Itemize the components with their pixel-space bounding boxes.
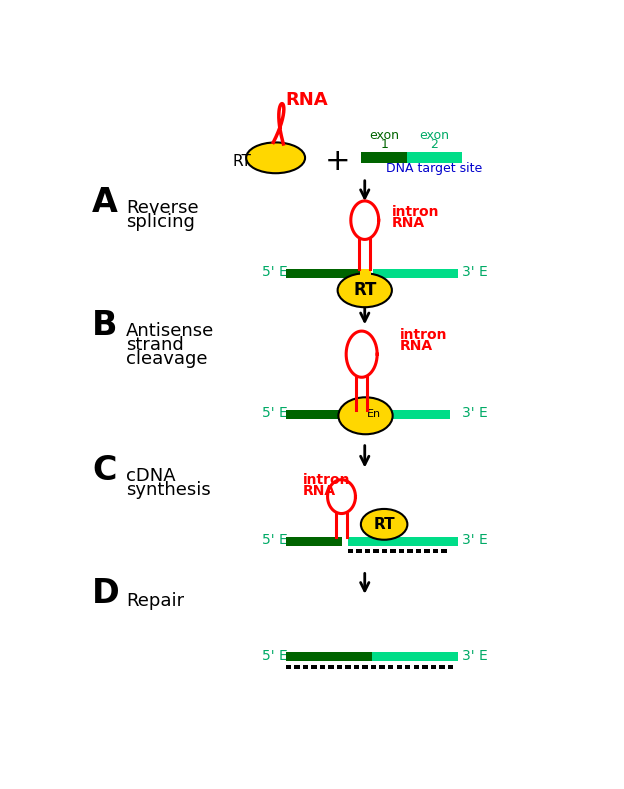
Bar [386, 409, 450, 419]
Bar [373, 549, 379, 553]
Text: strand: strand [126, 336, 184, 354]
Bar [363, 665, 368, 669]
Text: RNA: RNA [303, 484, 336, 498]
Bar [360, 269, 371, 278]
Bar [414, 665, 419, 669]
Text: RNA: RNA [285, 92, 328, 110]
Bar [407, 152, 462, 163]
Bar [441, 549, 447, 553]
Text: exon: exon [419, 129, 449, 141]
Text: D: D [92, 577, 120, 610]
Bar [361, 152, 407, 163]
Text: synthesis: synthesis [126, 481, 211, 499]
Text: Antisense: Antisense [126, 323, 214, 341]
Bar [365, 549, 370, 553]
Bar [303, 665, 308, 669]
Text: 5' E: 5' E [263, 649, 288, 663]
Ellipse shape [361, 509, 407, 540]
Text: RT: RT [233, 154, 252, 169]
Bar [286, 665, 291, 669]
Text: 2: 2 [431, 138, 439, 151]
Bar [416, 549, 421, 553]
Bar [388, 665, 393, 669]
Bar [356, 549, 362, 553]
Bar [433, 549, 439, 553]
Text: En: En [367, 409, 381, 419]
Text: 3' E: 3' E [462, 649, 487, 663]
Bar [319, 665, 325, 669]
Ellipse shape [338, 273, 392, 307]
Text: intron: intron [392, 204, 439, 219]
Text: Repair: Repair [126, 592, 184, 610]
Text: +: + [325, 148, 351, 176]
Bar [372, 653, 458, 661]
Bar [354, 665, 359, 669]
Text: cDNA: cDNA [126, 467, 176, 485]
Bar [399, 549, 404, 553]
Text: intron: intron [399, 327, 447, 342]
Bar [348, 549, 353, 553]
Bar [431, 665, 436, 669]
Bar [391, 549, 396, 553]
Ellipse shape [246, 143, 305, 174]
Text: exon: exon [369, 129, 399, 141]
Bar [373, 269, 458, 278]
Bar [348, 537, 458, 546]
Bar [328, 665, 334, 669]
Bar [286, 537, 341, 546]
Bar [447, 665, 453, 669]
Bar [371, 665, 376, 669]
Ellipse shape [338, 398, 392, 434]
Text: 3' E: 3' E [462, 533, 487, 548]
Text: B: B [92, 309, 117, 342]
Bar [286, 653, 372, 661]
Bar [295, 665, 300, 669]
Bar [405, 665, 411, 669]
Bar [345, 665, 351, 669]
Bar [379, 665, 385, 669]
Text: RNA: RNA [399, 339, 433, 353]
Text: 1: 1 [380, 138, 388, 151]
Text: DNA target site: DNA target site [386, 163, 482, 175]
Text: intron: intron [303, 473, 350, 487]
Text: 3' E: 3' E [462, 265, 487, 279]
Text: 5' E: 5' E [263, 406, 288, 421]
Bar [407, 549, 413, 553]
Text: splicing: splicing [126, 213, 195, 231]
Text: 5' E: 5' E [263, 533, 288, 548]
Text: A: A [92, 185, 118, 219]
Text: RNA: RNA [392, 216, 425, 230]
Bar [337, 665, 343, 669]
Bar [396, 665, 402, 669]
Bar [286, 409, 344, 419]
Text: 5' E: 5' E [263, 265, 288, 279]
Bar [439, 665, 444, 669]
Bar [382, 549, 388, 553]
Text: RT: RT [353, 281, 376, 299]
Bar [422, 665, 427, 669]
Bar [286, 269, 362, 278]
Text: 3' E: 3' E [462, 406, 487, 421]
Text: cleavage: cleavage [126, 350, 208, 368]
Bar [311, 665, 317, 669]
Text: Reverse: Reverse [126, 200, 198, 217]
Bar [424, 549, 430, 553]
Text: RT: RT [373, 517, 395, 532]
Text: C: C [92, 454, 117, 487]
